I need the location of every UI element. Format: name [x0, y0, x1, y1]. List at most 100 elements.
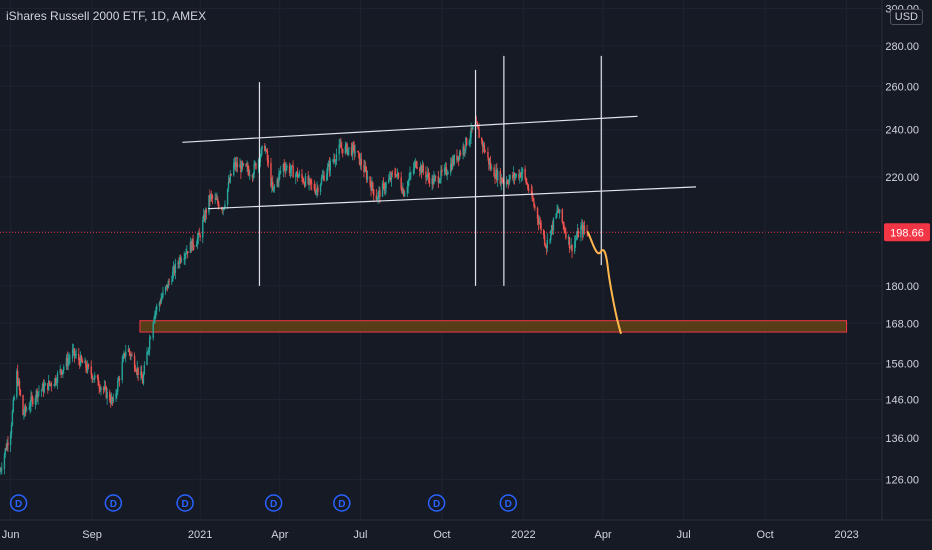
candle — [24, 404, 26, 418]
candle — [208, 195, 210, 216]
candle-body — [314, 189, 316, 194]
candle-body — [272, 181, 274, 190]
channel-upper-line[interactable] — [182, 115, 638, 143]
currency-badge[interactable]: USD — [889, 9, 923, 25]
candle — [211, 194, 214, 205]
channel-lower-line[interactable] — [208, 186, 697, 210]
candle — [518, 169, 520, 181]
candle-body — [128, 348, 130, 353]
candle — [304, 173, 307, 188]
projection-path[interactable] — [587, 231, 622, 335]
candle-body — [137, 367, 139, 376]
candle-body — [419, 165, 422, 172]
candle — [443, 164, 446, 176]
candle-body — [432, 178, 434, 185]
candle-body — [92, 378, 94, 380]
dividend-marker[interactable]: D — [176, 494, 194, 512]
candle-body — [161, 296, 163, 300]
candle — [499, 167, 502, 187]
candle — [79, 351, 82, 367]
candle — [115, 389, 117, 403]
candle-body — [370, 184, 372, 191]
candle-body — [267, 160, 270, 163]
candle-body — [310, 179, 312, 184]
candle — [531, 186, 533, 201]
dividend-marker-circle[interactable] — [104, 494, 123, 512]
dividend-marker-circle[interactable] — [333, 494, 351, 512]
dividend-marker-circle[interactable] — [499, 494, 518, 512]
candle — [574, 235, 576, 254]
candle — [388, 174, 390, 184]
candle — [62, 369, 64, 379]
candle — [273, 184, 276, 193]
candle — [500, 173, 502, 191]
candle — [92, 375, 94, 384]
time-axis[interactable]: Jun Sep 2021 Apr Jul Oct 2022 Apr Jul Oct 2023 — [2, 529, 859, 541]
candle-body — [141, 378, 144, 384]
dividend-marker-circle[interactable] — [9, 494, 28, 512]
candle — [296, 167, 299, 182]
candle — [329, 158, 332, 177]
candle-body — [116, 391, 118, 394]
candle — [383, 182, 386, 195]
candle-body — [122, 356, 124, 362]
candle-body — [28, 407, 30, 410]
dividend-marker[interactable]: D — [9, 494, 28, 512]
candle-body — [507, 183, 510, 184]
candle — [332, 158, 334, 163]
candle — [148, 334, 151, 356]
dividend-marker[interactable]: D — [427, 494, 446, 512]
candle-body — [514, 175, 517, 178]
candle-body — [445, 167, 448, 175]
candle-body — [340, 144, 342, 149]
candle — [434, 174, 436, 182]
candle — [127, 345, 130, 353]
dividend-marker[interactable]: D — [333, 494, 351, 512]
candle — [550, 224, 553, 236]
candle-body — [272, 186, 275, 190]
candle-body — [397, 172, 400, 178]
dividend-marker-circle[interactable] — [427, 494, 446, 512]
candle-body — [537, 218, 540, 224]
candle — [98, 380, 100, 394]
candle — [134, 364, 137, 372]
candle-body — [329, 160, 332, 171]
candle-body — [385, 182, 387, 189]
dividend-marker[interactable]: D — [499, 494, 518, 512]
candle — [245, 162, 247, 168]
candle-body — [426, 175, 428, 178]
price-axis[interactable]: 126.00 136.00 146.00 156.00 168.00 180.00 198.… — [884, 4, 930, 487]
candle — [31, 392, 33, 402]
y-tick-label: 136.00 — [885, 433, 919, 445]
candle-body — [24, 406, 27, 411]
candle — [5, 443, 7, 451]
candle-body — [148, 348, 150, 352]
candle-body — [190, 241, 192, 251]
candle-body — [372, 189, 375, 196]
dividend-marker-circle[interactable] — [264, 494, 283, 512]
candle — [333, 153, 335, 165]
candle-body — [184, 254, 186, 259]
candle — [414, 158, 417, 168]
candle-body — [65, 357, 68, 367]
candle — [582, 222, 585, 238]
candle-body — [185, 253, 187, 255]
candle — [165, 284, 168, 290]
candle-body — [567, 236, 570, 239]
candle — [464, 149, 466, 158]
candle-body — [382, 183, 385, 185]
candle — [396, 168, 399, 180]
candle — [282, 162, 285, 178]
dividend-marker[interactable]: D — [104, 494, 123, 512]
candle — [377, 190, 379, 204]
candle — [446, 169, 448, 181]
candle — [427, 168, 430, 184]
candle — [358, 152, 361, 166]
candle — [155, 306, 157, 320]
candle — [481, 139, 484, 154]
dividend-marker[interactable]: D — [264, 494, 283, 512]
candle — [229, 170, 231, 184]
candle-body — [153, 318, 155, 323]
dividend-marker-circle[interactable] — [176, 494, 194, 512]
